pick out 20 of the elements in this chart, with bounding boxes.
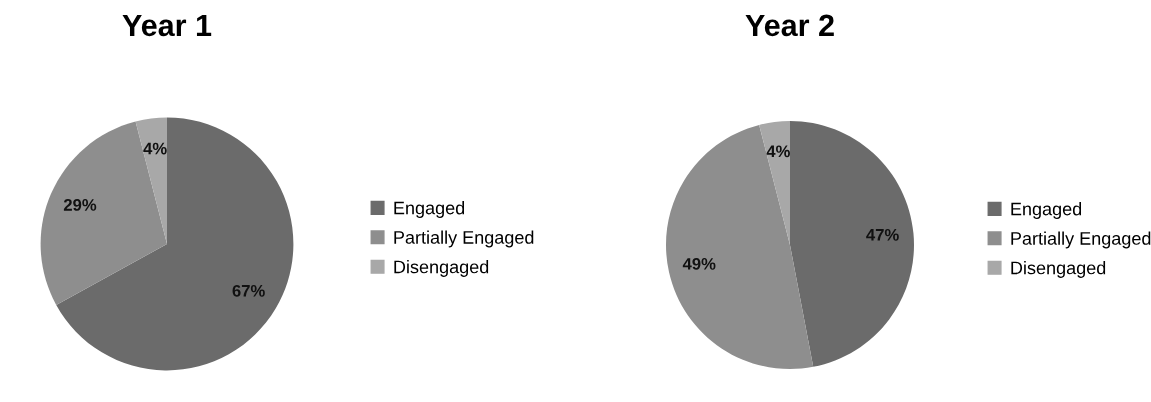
chart-title: Year 1 [122, 14, 212, 37]
data-label: 4% [143, 142, 167, 155]
data-label: 47% [866, 228, 899, 241]
pie-slice [135, 117, 167, 244]
legend-label: Partially Engaged [1011, 231, 1151, 249]
pie-slice [790, 121, 914, 367]
data-label: 4% [766, 145, 790, 158]
legend-label: Partially Engaged [394, 230, 534, 248]
legend-label: Disengaged [394, 260, 489, 277]
pie-slice [759, 121, 790, 245]
data-label: 49% [682, 257, 716, 270]
legend-label: Disengaged [1011, 261, 1106, 278]
data-label: 67% [232, 284, 265, 297]
legend-label: Engaged [394, 201, 465, 218]
chart-title: Year 2 [745, 14, 834, 37]
legend-label: Engaged [1011, 202, 1082, 219]
pie-slice [40, 121, 167, 305]
pie-slice [666, 124, 814, 369]
pie-slice [56, 117, 294, 371]
data-label: 29% [63, 199, 97, 211]
